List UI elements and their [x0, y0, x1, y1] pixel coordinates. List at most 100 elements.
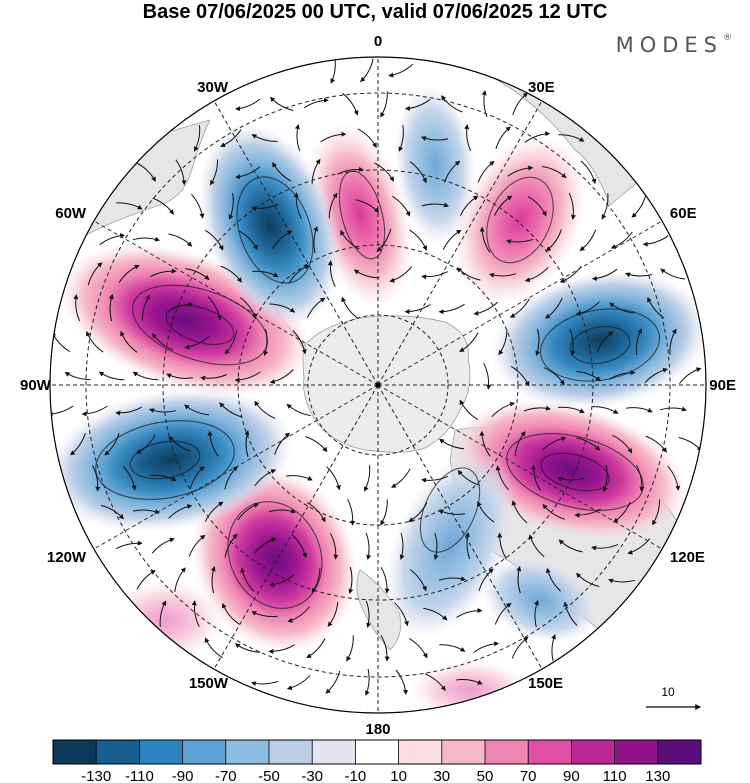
wind-arrow: [380, 499, 388, 526]
wind-arrow: [189, 466, 205, 490]
wind-arrow: [464, 532, 471, 560]
wind-arrow: [220, 265, 242, 283]
wind-arrow: [574, 508, 601, 518]
wind-arrow: [679, 367, 702, 384]
wind-arrow: [438, 303, 465, 315]
longitude-label: 120E: [670, 549, 705, 566]
wind-arrow: [136, 162, 156, 182]
wind-arrow: [313, 226, 318, 254]
wind-arrow: [512, 92, 528, 115]
wind-arrow: [293, 192, 302, 220]
wind-arrow: [303, 97, 329, 109]
colorbar-label: -130: [81, 768, 111, 783]
wind-arrow: [207, 430, 219, 457]
wind-arrow: [340, 230, 360, 250]
colorbar-label: -110: [125, 768, 154, 783]
wind-arrow: [421, 202, 449, 208]
wind-arrow: [391, 468, 411, 488]
wind-arrow: [272, 161, 292, 182]
wind-arrow: [609, 370, 636, 380]
colorbar-outline: [52, 739, 702, 765]
wind-arrow: [542, 436, 567, 451]
wind-arrow: [116, 540, 143, 550]
wind-arrow: [228, 193, 234, 220]
wind-arrow: [168, 233, 193, 247]
wind-arrow: [365, 532, 372, 560]
colorbar-label: 50: [477, 768, 494, 783]
wind-arrow: [200, 374, 228, 381]
wind-arrow: [408, 638, 428, 659]
modes-logo: MODES®: [616, 33, 732, 57]
wind-arrow: [464, 124, 472, 152]
colorbar-swatch: [398, 740, 443, 764]
wind-arrow: [660, 268, 686, 280]
wind-arrow: [251, 611, 278, 618]
wind-arrow: [514, 431, 526, 457]
wind-arrow: [235, 98, 261, 112]
wind-arrow: [104, 432, 120, 456]
colorbar-swatch: [355, 740, 400, 764]
wind-arrow: [530, 464, 541, 491]
wind-arrow: [479, 430, 491, 457]
wind-arrow: [353, 269, 380, 279]
wind-arrow: [498, 329, 508, 356]
meridian-line: [377, 100, 543, 386]
anomaly-lobe-170e-weak: [481, 557, 599, 643]
map-title: Base 07/06/2025 00 UTC, valid 07/06/2025…: [142, 1, 608, 23]
wind-arrow: [380, 635, 390, 662]
wind-arrow: [73, 294, 81, 322]
wind-arrow: [320, 131, 347, 143]
wind-arrow: [209, 159, 219, 186]
wind-arrow: [288, 264, 310, 283]
wind-arrow: [644, 367, 669, 384]
colorbar-label: 10: [390, 768, 407, 783]
colorbar-swatch: [182, 740, 227, 764]
antarctica-landmass: [302, 315, 471, 453]
longitude-label: 150E: [528, 675, 563, 692]
wind-arrow: [542, 503, 565, 520]
wind-arrow: [651, 499, 661, 526]
wind-arrow: [152, 333, 174, 351]
wind-arrow: [329, 533, 339, 560]
wind-arrow: [251, 680, 279, 687]
wind-arrow: [558, 539, 583, 553]
wind-arrow: [237, 503, 260, 521]
wind-arrow: [120, 330, 138, 353]
colorbar: -130 -110 -90 -70 -50 -30 -10 10 30 50 70 90 110 130: [52, 739, 702, 783]
wind-arrow: [263, 328, 269, 356]
meridian-line: [213, 100, 379, 386]
wind-arrow: [188, 534, 206, 557]
logo-text: MODES: [615, 33, 723, 57]
wind-arrow: [224, 330, 238, 355]
wind-arrow: [253, 537, 277, 554]
wind-arrow: [380, 91, 388, 118]
colorbar-swatch: [528, 740, 572, 764]
wind-arrow: [135, 434, 156, 454]
wind-arrow: [516, 566, 522, 594]
wind-arrow: [576, 437, 601, 451]
colorbar-swatch: [614, 740, 659, 764]
wind-arrow: [238, 230, 258, 251]
wind-arrow: [602, 465, 608, 492]
wind-arrow: [132, 371, 159, 381]
wind-arrow: [558, 134, 585, 142]
wind-arrow: [645, 435, 667, 453]
wind-arrow: [551, 634, 556, 662]
wind-arrow: [286, 674, 311, 691]
wind-arrow: [481, 90, 488, 118]
anomaly-lobe-180-weak: [410, 660, 530, 713]
colorbar-label: 90: [563, 768, 580, 783]
wind-arrow: [612, 434, 633, 454]
wind-arrow: [625, 272, 653, 278]
wind-arrow: [389, 266, 413, 283]
wind-arrow: [409, 161, 427, 184]
wind-arrow: [357, 128, 377, 149]
wind-arrow: [456, 607, 483, 618]
wind-arrow: [635, 328, 642, 355]
wind-arrow: [327, 260, 336, 288]
wind-arrow: [141, 294, 151, 321]
wind-arrow: [404, 303, 431, 315]
wind-arrow: [533, 600, 539, 628]
colorbar-label: 70: [520, 768, 537, 783]
wind-arrow: [545, 229, 562, 252]
